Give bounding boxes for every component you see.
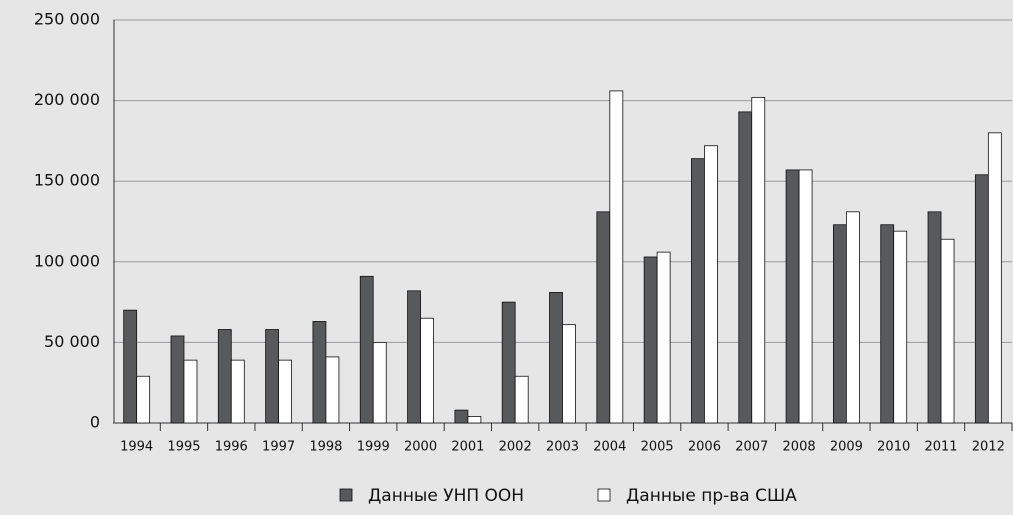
- bar: [467, 416, 482, 424]
- legend-swatch: [597, 488, 611, 502]
- bar: [974, 174, 989, 424]
- bar: [420, 317, 434, 424]
- bar: [880, 224, 895, 424]
- bar: [278, 359, 293, 424]
- bar: [738, 111, 753, 424]
- bar: [562, 324, 576, 424]
- bar: [987, 132, 1002, 424]
- bar: [501, 301, 516, 424]
- bar: [230, 359, 245, 424]
- x-tick-label: 2006: [688, 440, 721, 455]
- x-tick-label: 2000: [404, 440, 437, 455]
- legend-label: Данные пр-ва США: [626, 486, 797, 506]
- x-tick-label: 1998: [309, 440, 342, 455]
- bar: [136, 375, 151, 424]
- x-tick-label: 2003: [546, 440, 579, 455]
- bar: [359, 275, 374, 424]
- x-tick-label: 2007: [735, 440, 768, 455]
- bar: [312, 321, 327, 424]
- bar: [596, 211, 611, 424]
- bar: [832, 224, 847, 424]
- x-tick-label: 1994: [120, 440, 153, 455]
- bar: [549, 292, 563, 424]
- x-tick-label: 2005: [641, 440, 674, 455]
- x-tick-label: 2004: [593, 440, 626, 455]
- bar: [170, 335, 185, 424]
- x-tick-label: 1997: [262, 440, 295, 455]
- legend-swatch: [339, 488, 353, 502]
- bar: [643, 256, 658, 424]
- bar: [217, 329, 232, 424]
- y-tick-label: 250 000: [34, 10, 100, 29]
- x-tick-label: 2012: [972, 440, 1005, 455]
- bar: [609, 90, 624, 424]
- x-tick-label: 2001: [451, 440, 484, 455]
- y-tick-label: 0: [90, 413, 100, 432]
- y-tick-label: 100 000: [34, 251, 100, 270]
- bar: [656, 251, 671, 424]
- x-tick-label: 1995: [167, 440, 200, 455]
- bar: [940, 238, 955, 424]
- x-tick-label: 2011: [924, 440, 957, 455]
- bar: [407, 290, 421, 424]
- x-tick-label: 2010: [877, 440, 910, 455]
- x-tick-label: 1996: [215, 440, 248, 455]
- bar: [798, 169, 813, 424]
- bar: [691, 158, 705, 424]
- bar: [372, 341, 387, 424]
- bar: [751, 96, 766, 424]
- bar: [785, 169, 800, 424]
- bar: [893, 230, 908, 424]
- x-tick-label: 1999: [357, 440, 390, 455]
- y-tick-label: 200 000: [34, 90, 100, 109]
- bar: [514, 375, 529, 424]
- legend-label: Данные УНП ООН: [368, 486, 524, 506]
- bar: [454, 409, 469, 424]
- y-tick-label: 50 000: [44, 332, 100, 351]
- y-tick-label: 150 000: [34, 171, 100, 190]
- x-tick-label: 2009: [830, 440, 863, 455]
- bar: [927, 211, 942, 424]
- bar: [325, 356, 340, 424]
- bar: [183, 359, 198, 424]
- bar: [845, 211, 860, 424]
- bar: [265, 329, 280, 424]
- bar: [123, 309, 138, 424]
- x-tick-label: 2002: [499, 440, 532, 455]
- x-tick-label: 2008: [783, 440, 816, 455]
- bar: [704, 145, 718, 424]
